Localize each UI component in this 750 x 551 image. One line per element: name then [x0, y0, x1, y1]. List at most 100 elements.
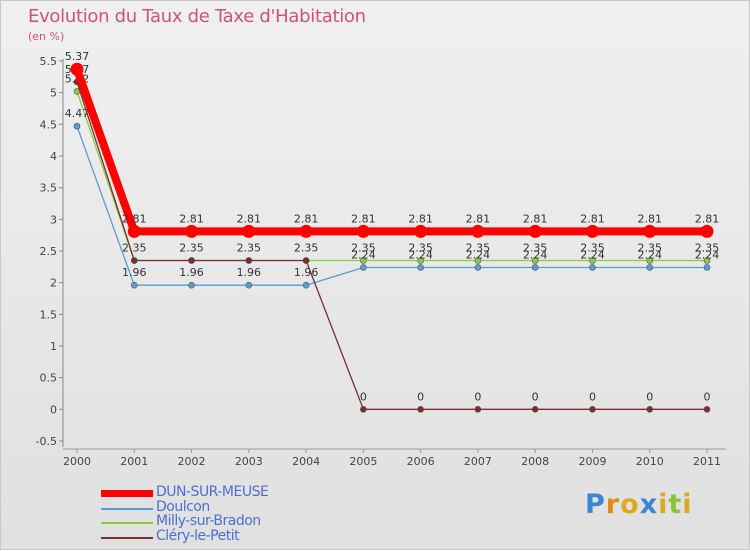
legend-label: Doulcon: [156, 499, 210, 515]
data-label: 0: [589, 390, 596, 403]
data-point: [417, 406, 424, 413]
data-label: 2.35: [523, 242, 548, 255]
legend-label: DUN-SUR-MEUSE: [156, 484, 269, 500]
y-tick-label: -0.5: [36, 435, 57, 448]
data-label: 0: [474, 390, 481, 403]
data-label: 2.81: [122, 212, 147, 225]
y-tick-label: 2.5: [40, 245, 58, 258]
data-label: 2.81: [237, 212, 262, 225]
x-tick-label: 2010: [636, 455, 664, 468]
y-tick-label: 1.5: [40, 308, 58, 321]
data-label: 2.35: [580, 242, 605, 255]
data-point: [417, 264, 424, 271]
data-label: 2.24: [637, 248, 662, 261]
data-label: 1.96: [179, 266, 204, 279]
data-point: [245, 281, 253, 289]
data-label: 2.24: [695, 248, 720, 261]
logo-letter: r: [605, 489, 621, 520]
data-label: 2.24: [580, 248, 605, 261]
data-point: [302, 257, 310, 264]
data-point: [130, 257, 138, 264]
data-point: [474, 264, 482, 271]
data-point: [531, 257, 539, 264]
legend-swatch: [101, 537, 153, 539]
data-label: 2.81: [351, 212, 376, 225]
logo-letter: o: [620, 489, 640, 520]
x-tick-label: 2000: [63, 455, 91, 468]
data-label: 2.35: [294, 242, 319, 255]
data-label: 4.47: [65, 107, 90, 120]
data-label: 2.35: [351, 242, 376, 255]
data-point: [528, 224, 542, 238]
logo-letter: P: [585, 489, 606, 520]
x-tick-label: 2008: [521, 455, 549, 468]
series-line: [76, 81, 707, 410]
data-point: [302, 281, 310, 289]
data-label: 2.81: [695, 212, 720, 225]
data-label: 2.24: [523, 248, 548, 261]
data-label: 2.81: [179, 212, 204, 225]
data-label: 2.35: [637, 242, 662, 255]
legend-swatch: [101, 490, 153, 497]
data-point: [646, 406, 654, 413]
data-label: 1.96: [237, 266, 262, 279]
data-point: [188, 281, 195, 289]
data-label: 2.24: [408, 248, 433, 261]
y-tick-label: 5: [50, 87, 57, 100]
data-point: [70, 62, 84, 76]
legend-label: Cléry-le-Petit: [156, 528, 240, 544]
logo-letter: t: [668, 489, 683, 520]
data-label: 2.35: [179, 242, 204, 255]
data-label: 2.81: [408, 212, 433, 225]
data-point: [188, 257, 195, 264]
data-point: [703, 406, 711, 413]
data-label: 2.24: [466, 248, 491, 261]
y-tick-label: 2: [50, 277, 57, 290]
logo-letter: i: [658, 489, 669, 520]
y-tick-label: 5.5: [40, 55, 58, 68]
data-point: [356, 224, 370, 238]
data-point: [589, 257, 596, 264]
x-tick-label: 2007: [464, 455, 492, 468]
y-tick-label: 0.5: [40, 372, 58, 385]
data-point: [646, 257, 654, 264]
data-label: 5.37: [65, 50, 90, 63]
data-label: 2.81: [637, 212, 662, 225]
data-label: 0: [532, 390, 539, 403]
x-tick-label: 2004: [292, 455, 320, 468]
data-point: [245, 257, 253, 264]
y-unit-label: (en %): [28, 30, 65, 43]
data-label: 1.96: [294, 266, 319, 279]
chart-title: Evolution du Taux de Taxe d'Habitation: [28, 6, 366, 27]
data-point: [589, 264, 596, 271]
y-tick-label: 4: [50, 150, 57, 163]
data-point: [360, 406, 367, 413]
data-point: [703, 257, 711, 264]
data-point: [299, 224, 313, 238]
series-doulcon: 4.47 1.96 1.96 1.96 1.96 2.24 2.24 2.24 2.24 2.24…: [65, 107, 720, 289]
x-tick-label: 2011: [693, 455, 721, 468]
data-point: [185, 224, 199, 238]
x-tick-label: 2009: [578, 455, 606, 468]
logo-letter: x: [639, 489, 659, 520]
data-point: [127, 224, 141, 238]
x-tick-label: 2005: [349, 455, 377, 468]
data-point: [585, 224, 599, 238]
data-label: 2.35: [408, 242, 433, 255]
y-tick-label: 3: [50, 213, 57, 226]
data-label: 1.96: [122, 266, 147, 279]
data-point: [73, 122, 81, 130]
data-label: 0: [704, 390, 711, 403]
legend-label: Milly-sur-Bradon: [156, 513, 261, 529]
data-point: [360, 264, 367, 271]
data-point: [360, 257, 367, 264]
series-layer: 5.022.352.352.352.352.352.352.354.471.96…: [65, 50, 720, 413]
y-tick-label: 1: [50, 340, 57, 353]
series-line: [76, 126, 707, 286]
data-point: [417, 257, 424, 264]
data-label: 2.81: [294, 212, 319, 225]
data-label: 0: [360, 390, 367, 403]
data-label: 2.81: [466, 212, 491, 225]
